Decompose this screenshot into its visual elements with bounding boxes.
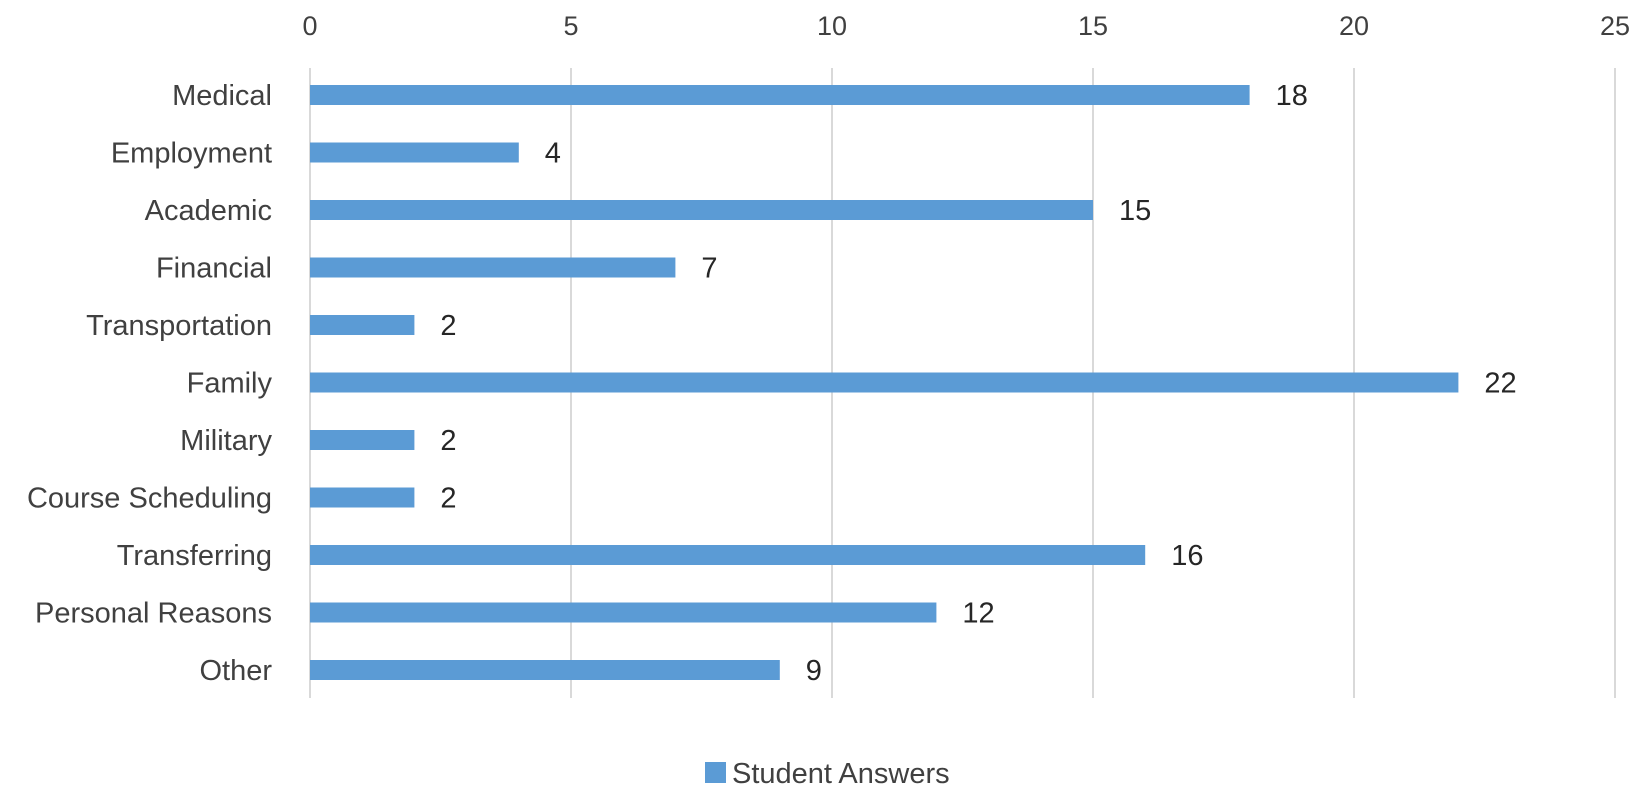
data-label: 2	[440, 425, 456, 457]
data-label: 7	[701, 253, 717, 285]
bar	[310, 315, 415, 335]
bar	[310, 142, 519, 163]
bar	[310, 545, 1146, 565]
bar	[310, 660, 780, 680]
category-label: Family	[187, 368, 273, 400]
category-label: Employment	[111, 138, 272, 170]
bars	[310, 85, 1459, 680]
bar	[310, 430, 415, 450]
x-axis-ticks: 0 5 10 15 20 25	[302, 11, 1630, 41]
data-label: 16	[1171, 540, 1203, 572]
category-label: Financial	[156, 253, 272, 285]
x-tick-label: 5	[563, 11, 578, 41]
bar	[310, 85, 1250, 105]
data-label: 22	[1484, 368, 1516, 400]
legend-swatch	[705, 762, 726, 783]
category-label: Medical	[172, 80, 272, 112]
bar	[310, 200, 1093, 220]
y-axis-categories: Medical Employment Academic Financial Transp…	[27, 80, 273, 687]
legend: Student Answers	[705, 758, 950, 790]
bar	[310, 602, 937, 623]
data-label: 15	[1119, 195, 1151, 227]
category-label: Personal Reasons	[35, 598, 272, 630]
x-tick-label: 20	[1339, 11, 1369, 41]
bar	[310, 487, 415, 508]
category-label: Transferring	[117, 540, 272, 572]
x-tick-label: 15	[1078, 11, 1108, 41]
category-label: Military	[180, 425, 272, 457]
data-label: 12	[962, 598, 994, 630]
data-label: 4	[545, 138, 561, 170]
category-label: Course Scheduling	[27, 483, 272, 515]
data-label: 18	[1276, 80, 1308, 112]
data-label: 2	[440, 483, 456, 515]
bar	[310, 372, 1459, 393]
category-label: Transportation	[86, 310, 272, 342]
x-tick-label: 0	[302, 11, 317, 41]
category-label: Academic	[145, 195, 272, 227]
x-tick-label: 25	[1600, 11, 1630, 41]
category-label: Other	[199, 655, 272, 687]
bar	[310, 257, 676, 278]
x-tick-label: 10	[817, 11, 847, 41]
data-label: 9	[806, 655, 822, 687]
data-label: 2	[440, 310, 456, 342]
legend-label: Student Answers	[732, 758, 950, 790]
